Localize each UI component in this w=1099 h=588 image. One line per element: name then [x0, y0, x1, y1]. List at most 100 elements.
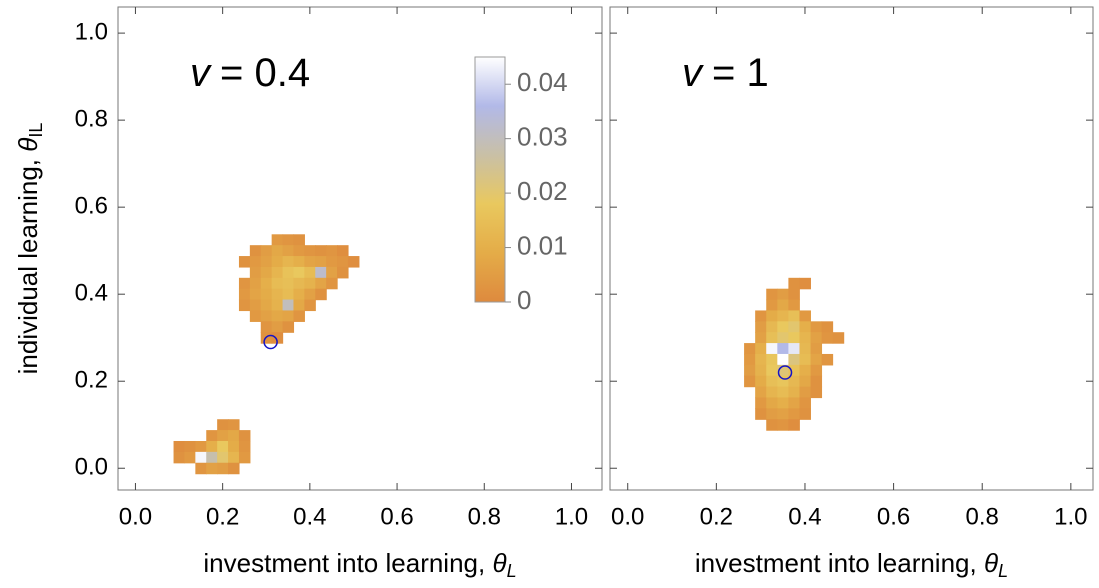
- heat-cell: [755, 397, 767, 409]
- heat-cell: [755, 386, 767, 399]
- annotation-text: = 0.4: [220, 51, 310, 95]
- heat-cell: [777, 408, 789, 420]
- heat-cell: [788, 364, 800, 377]
- heat-cell: [282, 266, 295, 279]
- heat-cell: [788, 332, 800, 344]
- heat-cell: [788, 277, 800, 290]
- heat-cell: [337, 256, 349, 268]
- heat-cell: [206, 430, 218, 442]
- heat-cell: [271, 256, 284, 268]
- heat-cell: [777, 419, 789, 431]
- x-tick-label: 0.2: [206, 503, 239, 530]
- heat-cell: [173, 451, 186, 464]
- heat-cell: [810, 353, 823, 366]
- heat-cell: [326, 266, 338, 279]
- heat-cell: [799, 408, 811, 420]
- annotation-text: = 1: [712, 51, 769, 95]
- heat-cell: [821, 332, 834, 344]
- x-label-subscript: L: [507, 561, 517, 581]
- annotation: v = 1: [682, 51, 769, 95]
- heat-cell: [304, 266, 316, 279]
- x-tick-label: 0.6: [380, 503, 413, 530]
- heat-cell: [755, 310, 767, 322]
- heat-cell: [799, 277, 811, 290]
- x-tick-label: 0.8: [966, 503, 999, 530]
- heat-cell: [271, 266, 284, 279]
- x-tick-label: 0.0: [119, 503, 152, 530]
- heat-cell: [821, 321, 834, 333]
- heat-cell: [744, 364, 756, 377]
- x-label-text: investment into learning,: [695, 548, 984, 578]
- plot-frame: [609, 6, 1094, 491]
- heat-cell: [326, 256, 338, 268]
- heat-cell: [755, 364, 767, 377]
- marker: [263, 334, 278, 350]
- heat-cell: [282, 234, 295, 246]
- heat-cell: [799, 321, 811, 333]
- x-tick-label: 0.8: [468, 503, 501, 530]
- heat-cell: [744, 375, 756, 388]
- y-tick-label: 0.0: [75, 454, 108, 481]
- heat-cell: [206, 462, 218, 475]
- heat-cell: [766, 375, 778, 388]
- heat-cell: [326, 245, 338, 257]
- heat-cell: [238, 430, 251, 442]
- heat-cell: [799, 375, 811, 388]
- heat-cell: [304, 277, 316, 290]
- heat-cell: [206, 451, 218, 464]
- heat-cell: [777, 299, 789, 312]
- annotation-symbol: v: [190, 51, 212, 95]
- heat-cell: [217, 419, 229, 431]
- heat-cell: [347, 256, 360, 268]
- x-tick-label: 0.4: [788, 503, 821, 530]
- heat-cell: [228, 462, 240, 475]
- y-label-symbol: θ: [13, 138, 43, 152]
- y-label-text: individual learning,: [13, 152, 43, 375]
- heat-cell: [184, 440, 196, 453]
- heat-cell: [228, 440, 240, 453]
- heat-cell: [766, 343, 778, 355]
- x-label-subscript: L: [998, 561, 1008, 581]
- heat-cell: [304, 256, 316, 268]
- heat-cell: [799, 310, 811, 322]
- heat-cell: [217, 440, 229, 453]
- y-tick-label: 0.2: [75, 367, 108, 394]
- heat-cell: [766, 288, 778, 301]
- heat-cell: [337, 245, 349, 257]
- x-label-symbol: θ: [492, 548, 506, 578]
- heat-cell: [777, 397, 789, 409]
- heat-cell: [755, 353, 767, 366]
- colorbar-tick-label: 0.03: [517, 122, 568, 152]
- heat-cell: [260, 299, 273, 312]
- heat-cell: [755, 332, 767, 344]
- heat-cell: [195, 462, 207, 475]
- annotation-symbol: v: [682, 51, 704, 95]
- heat-cell: [217, 462, 229, 475]
- heat-cell: [282, 245, 295, 257]
- heat-cell: [777, 364, 789, 377]
- heat-cell: [326, 277, 338, 290]
- heat-cell: [777, 375, 789, 388]
- heat-cell: [282, 256, 295, 268]
- heat-cell: [238, 299, 251, 312]
- plot-frame: [117, 6, 603, 491]
- heat-cell: [271, 277, 284, 290]
- heat-cell: [766, 321, 778, 333]
- y-tick-label: 1.0: [75, 18, 108, 45]
- x-tick-label: 0.2: [700, 503, 733, 530]
- heat-cell: [799, 364, 811, 377]
- heat-cell: [810, 375, 823, 388]
- heat-cell: [304, 288, 316, 301]
- heat-cell: [788, 408, 800, 420]
- heat-cell: [777, 288, 789, 301]
- heat-cell: [810, 386, 823, 399]
- x-label-text: investment into learning,: [203, 548, 492, 578]
- heat-cell: [217, 451, 229, 464]
- heat-cell: [293, 310, 305, 322]
- colorbar-tick-label: 0.02: [517, 176, 568, 206]
- heat-cell: [788, 310, 800, 322]
- heat-cell: [777, 353, 789, 366]
- heat-cell: [238, 288, 251, 301]
- annotation: v = 0.4: [190, 51, 310, 95]
